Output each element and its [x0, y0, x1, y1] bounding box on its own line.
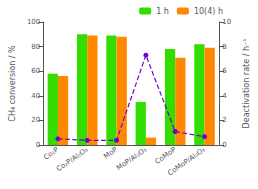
svg-text:Deactivation rate / h⁻¹: Deactivation rate / h⁻¹ [242, 39, 251, 129]
svg-text:8: 8 [222, 43, 226, 51]
svg-text:80: 80 [31, 43, 40, 51]
svg-text:20: 20 [31, 116, 40, 124]
svg-text:Co₂P/Al₂O₃: Co₂P/Al₂O₃ [55, 146, 90, 174]
svg-text:MoP/Al₂O₃: MoP/Al₂O₃ [115, 146, 148, 173]
svg-text:6: 6 [222, 67, 227, 75]
svg-text:40: 40 [31, 92, 40, 100]
svg-text:100: 100 [27, 18, 40, 26]
svg-text:60: 60 [31, 67, 40, 75]
svg-text:CoMoP/Al₂O₃: CoMoP/Al₂O₃ [166, 146, 207, 178]
svg-text:MoP: MoP [102, 146, 119, 161]
svg-text:CH₄ conversion / %: CH₄ conversion / % [8, 45, 17, 122]
svg-text:1 h: 1 h [156, 7, 169, 16]
svg-text:CoMoP: CoMoP [153, 146, 177, 166]
svg-text:4: 4 [222, 92, 227, 100]
svg-text:Co₂P: Co₂P [42, 146, 60, 162]
svg-text:0: 0 [222, 141, 226, 149]
svg-text:10(4) h: 10(4) h [194, 7, 223, 16]
svg-text:0: 0 [36, 141, 40, 149]
svg-text:10: 10 [222, 18, 231, 26]
svg-text:2: 2 [222, 116, 226, 124]
